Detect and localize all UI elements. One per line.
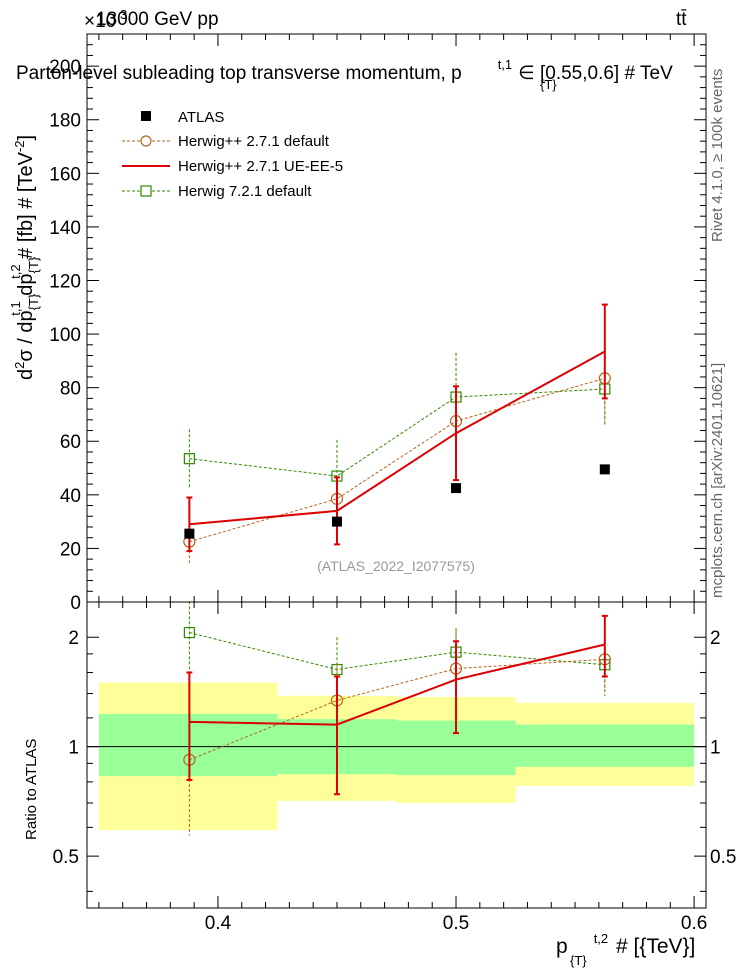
legend-marker-atlas [141,111,151,121]
rivet-label: Rivet 4.1.0, ≥ 100k events [709,69,726,242]
ratio-x-ticks: 0.4 0.5 0.6 [98,602,707,934]
main-point-atlas [599,464,610,475]
main-point-atlas [451,483,462,494]
chart-title: Parton-level subleading top transverse m… [16,57,673,84]
title-sup: t,1 [498,57,512,72]
ylabel-sup3: -2 [12,141,27,153]
x-tick-label: 0.5 [443,913,469,934]
ratio-line-herwig7-default [189,632,605,671]
main-y-tick-label: 120 [49,271,81,292]
main-point-atlas [184,528,195,539]
ratio-bands [98,682,695,830]
main-panel: 0 20 40 60 80 100 120 140 160 180 200 (ATLAS_2022_… [8,33,707,614]
xlabel-tail: # [{TeV}] [610,935,695,958]
main-y-ticks: 0 20 40 60 80 100 120 140 160 180 200 [49,33,706,614]
ratio-frame [86,601,707,909]
mcplots-label: mcplots.cern.ch [arXiv:2401.10621] [709,363,726,598]
ylabel-mid1: σ / dp [15,310,37,361]
ratio-line-herwigpp-default [189,658,605,761]
main-series [183,303,611,564]
ylabel-tail: # [fb] # [TeV [15,151,37,264]
legend-marker-herwig7-default [140,185,152,197]
legend-label-atlas: ATLAS [178,109,224,126]
main-x-ticks [98,34,695,602]
main-y-label: d2σ / dp{T}t,1 dp{T}t,2 # [fb] # [TeV-2] [8,135,41,380]
xlabel-sub: {T} [570,953,587,968]
main-y-tick-label: 0 [70,593,81,614]
ylabel-end: ] [15,135,37,141]
legend-entry-herwigpp-ueee5: Herwig++ 2.7.1 UE-EE-5 [122,158,343,175]
legend-label-herwig7-default: Herwig 7.2.1 default [178,183,312,200]
xlabel-main: p [556,935,568,958]
legend-entry-herwig7-default: Herwig 7.2.1 default [122,183,312,200]
x-axis-label: p t,2 # [{TeV}] {T} [556,931,695,968]
ylabel-sub2: {T} [26,256,41,273]
exponent-base: ×10 [84,11,116,32]
ratio-y-tick-label-right: 1 [710,738,721,759]
main-y-tick-label: 180 [49,111,81,132]
main-y-tick-label: 160 [49,164,81,185]
main-y-tick-label: 40 [60,486,81,507]
ratio-y-tick-label-right: 2 [710,628,721,649]
main-y-tick-label: 140 [49,218,81,239]
ratio-y-tick-label: 1 [68,738,79,759]
ylabel-sup2: t,2 [8,264,23,278]
ylabel-d: d [15,369,37,380]
main-y-label-text: d2σ / dp{T}t,1 dp{T}t,2 # [fb] # [TeV-2] [8,135,41,380]
xlabel-sup: t,2 [594,931,608,946]
title-sub: {T} [540,77,557,92]
exponent-label: ×10 3 [84,7,127,32]
x-axis-label-text: p t,2 # [{TeV}] [556,931,695,958]
main-line-herwigpp-ueee5 [189,350,606,526]
ratio-series [183,601,611,836]
main-y-tick-label: 60 [60,432,81,453]
exponent-power: 3 [120,7,127,22]
ratio-band-green [515,724,695,767]
legend-entry-atlas: ATLAS [141,109,224,126]
ratio-y-tick-label-right: 0.5 [710,847,736,868]
legend-marker-herwigpp-default [140,135,152,147]
main-point-atlas [331,516,342,527]
process-label: tt̄ [676,9,687,30]
ylabel-sub1: {T} [26,293,41,310]
ratio-y-tick-label: 2 [68,628,79,649]
main-y-tick-label: 20 [60,539,81,560]
main-line-herwig7-default [189,388,605,477]
legend-label-herwigpp-default: Herwig++ 2.7.1 default [178,133,330,150]
main-point-herwig7-default [183,453,195,465]
ylabel-sup-2: 2 [12,362,27,369]
ratio-point-herwig7-default [183,626,195,639]
ratio-panel: 0.5 0.5 1 1 2 2 0.4 0.5 0.6 Ratio to ATLAS p t,2… [23,601,736,968]
ratio-y-ticks: 0.5 0.5 1 1 2 2 [53,628,736,892]
ratio-line-herwigpp-ueee5 [189,643,606,726]
main-y-tick-label: 200 [49,57,81,78]
main-y-tick-label: 80 [60,379,81,400]
main-line-herwigpp-default [189,377,605,543]
ylabel-sup1: t,1 [8,301,23,315]
ylabel-mid2: dp [15,273,37,301]
watermark: (ATLAS_2022_I2077575) [317,558,475,574]
x-tick-label: 0.4 [205,913,232,934]
legend-entry-herwigpp-default: Herwig++ 2.7.1 default [122,133,330,150]
x-tick-label: 0.6 [681,913,707,934]
legend-label-herwigpp-ueee5: Herwig++ 2.7.1 UE-EE-5 [178,158,343,175]
ratio-y-label: Ratio to ATLAS [23,739,40,840]
legend: ATLAS Herwig++ 2.7.1 default Herwig++ 2.… [122,109,343,200]
energy-label: 13000 GeV pp [96,9,219,30]
title-tail: ∈ [0.55,0.6] # TeV [518,63,673,84]
main-y-tick-label: 100 [49,325,81,346]
ratio-y-tick-label: 0.5 [53,847,79,868]
title-main: Parton-level subleading top transverse m… [16,63,462,84]
